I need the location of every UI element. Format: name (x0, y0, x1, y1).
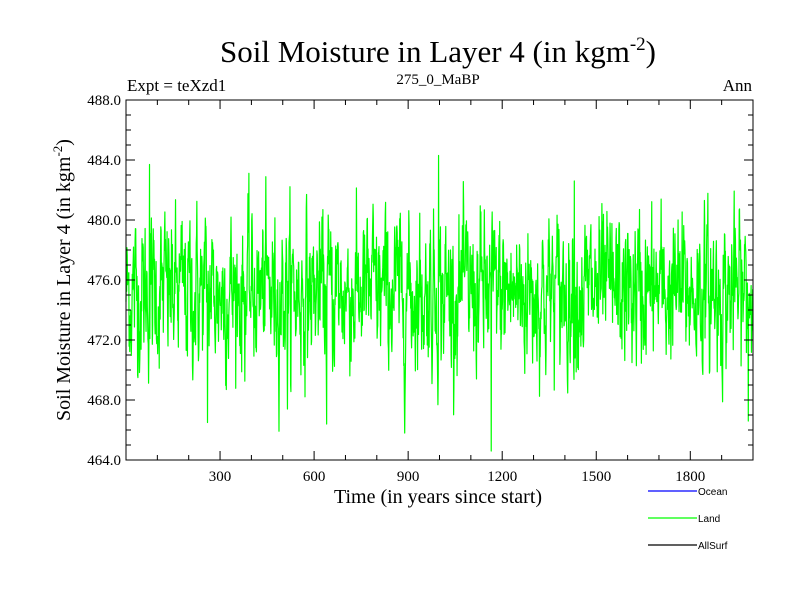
legend-label-ocean: Ocean (698, 487, 727, 498)
plot-frame (125, 99, 754, 461)
chart-title-superscript: -2 (630, 34, 646, 55)
x-tick-label: 900 (397, 469, 420, 485)
experiment-label: Expt = teXzd1 (127, 76, 226, 95)
y-tick-label: 468.0 (87, 393, 121, 409)
season-label: Ann (723, 76, 753, 95)
y-axis-label-main: Soil Moisture in Layer 4 (in kgm (53, 156, 75, 421)
chart-title: Soil Moisture in Layer 4 (in kgm-2) (220, 34, 656, 69)
plot-area: 300 600 900 1200 1500 1800 464.0 468.0 472.0 476.… (87, 93, 754, 485)
y-tick-label: 472.0 (87, 333, 121, 349)
x-axis-label: Time (in years since start) (334, 486, 542, 508)
chart-title-close: ) (646, 34, 656, 69)
y-tick-label: 484.0 (87, 153, 121, 169)
legend-label-allsurf: AllSurf (698, 541, 728, 552)
y-tick-label: 476.0 (87, 273, 121, 289)
ticks-layer: 300 600 900 1200 1500 1800 464.0 468.0 472.0 476.… (87, 93, 753, 485)
y-tick-label: 464.0 (87, 453, 121, 469)
period-label: 275_0_MaBP (396, 72, 479, 88)
x-tick-label: 1500 (581, 469, 611, 485)
y-tick-label: 488.0 (87, 93, 121, 109)
y-axis-label-superscript: -2 (50, 146, 65, 157)
y-tick-label: 480.0 (87, 213, 121, 229)
y-axis-label-close: ) (53, 139, 75, 146)
series-layer (125, 154, 754, 452)
x-tick-label: 600 (303, 469, 326, 485)
x-tick-label: 300 (209, 469, 232, 485)
series-line-land (125, 154, 754, 452)
y-axis-label: Soil Moisture in Layer 4 (in kgm-2) (50, 139, 75, 421)
chart-title-main: Soil Moisture in Layer 4 (in kgm (220, 34, 630, 69)
x-tick-label: 1200 (487, 469, 517, 485)
legend: Ocean Land AllSurf (648, 487, 728, 552)
x-tick-label: 1800 (675, 469, 705, 485)
legend-label-land: Land (698, 514, 720, 525)
